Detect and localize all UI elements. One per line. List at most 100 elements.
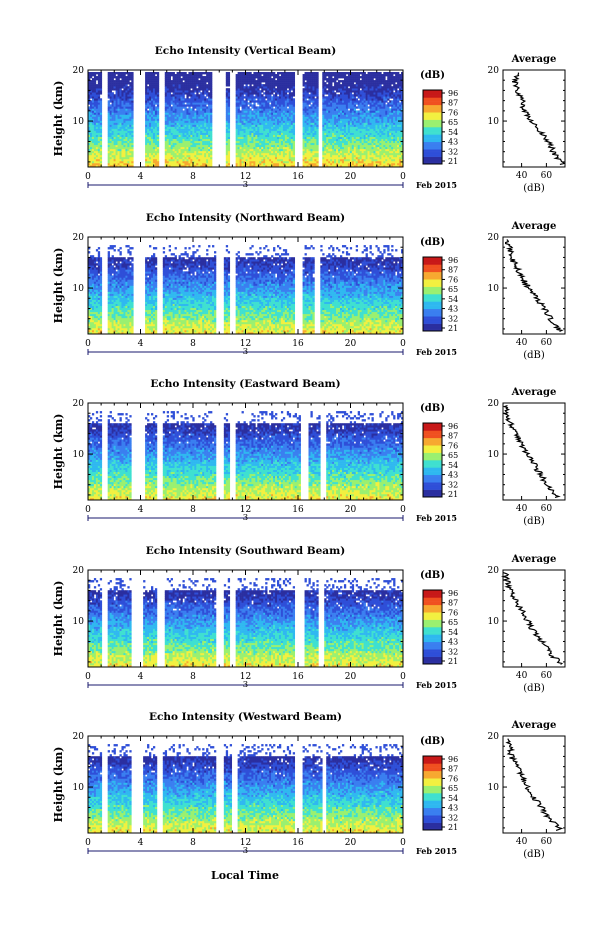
heatmap-cell xyxy=(190,118,193,121)
heatmap-cell xyxy=(263,88,266,91)
heatmap-cell xyxy=(194,164,197,168)
heatmap-cell xyxy=(198,102,201,105)
heatmap-cell xyxy=(330,110,333,113)
heatmap-cell xyxy=(341,86,345,89)
heatmap-cell xyxy=(355,72,359,75)
heatmap-cell xyxy=(336,76,339,79)
heatmap-cell xyxy=(194,160,197,164)
heatmap-cell xyxy=(186,118,189,121)
heatmap-cell xyxy=(154,150,158,154)
heatmap-cell xyxy=(225,96,229,99)
heatmap-cell xyxy=(351,78,355,81)
heatmap-cell xyxy=(271,148,274,152)
heatmap-cell xyxy=(200,124,203,127)
heatmap-cell xyxy=(267,76,270,79)
heatmap-cell xyxy=(280,74,284,77)
heatmap-cell xyxy=(237,104,240,107)
heatmap-cell xyxy=(93,106,97,109)
heatmap-cell xyxy=(353,140,357,144)
heatmap-cell xyxy=(152,156,156,160)
heatmap-cell xyxy=(194,162,197,166)
heatmap-cell xyxy=(324,114,327,117)
heatmap-cell xyxy=(208,126,211,129)
heatmap-cell xyxy=(154,100,158,103)
heatmap-cell xyxy=(151,72,154,75)
heatmap-cell xyxy=(322,118,325,121)
heatmap-cell xyxy=(267,118,270,121)
heatmap-cell xyxy=(164,130,168,133)
heatmap-cell xyxy=(326,132,329,135)
heatmap-cell xyxy=(334,144,337,148)
heatmap-cell xyxy=(95,114,99,117)
heatmap-cell xyxy=(243,128,246,131)
heatmap-cell xyxy=(131,86,134,89)
heatmap-cell xyxy=(308,102,311,105)
heatmap-cell xyxy=(192,124,195,127)
heatmap-cell xyxy=(235,120,238,123)
heatmap-cell xyxy=(109,112,112,115)
heatmap-cell xyxy=(176,160,179,164)
heatmap-cell xyxy=(170,108,173,111)
heatmap-cell xyxy=(190,104,193,107)
heatmap-cell xyxy=(239,150,242,154)
heatmap-cell xyxy=(269,118,272,121)
heatmap-cell xyxy=(176,78,179,81)
heatmap-cell xyxy=(338,120,341,123)
heatmap-cell xyxy=(198,96,201,99)
heatmap-cell xyxy=(259,108,262,111)
heatmap-cell xyxy=(324,148,327,152)
heatmap-cell xyxy=(95,158,99,162)
heatmap-cell xyxy=(340,144,343,148)
heatmap-cell xyxy=(156,162,160,166)
heatmap-cell xyxy=(111,108,114,111)
heatmap-cell xyxy=(184,120,187,123)
heatmap-cell xyxy=(119,98,122,101)
heatmap-cell xyxy=(172,148,175,152)
heatmap-cell xyxy=(117,136,120,140)
heatmap-cell xyxy=(259,142,262,146)
heatmap-cell xyxy=(310,86,313,89)
heatmap-cell xyxy=(237,114,240,117)
heatmap-cell xyxy=(88,156,91,160)
heatmap-cell xyxy=(259,120,262,123)
heatmap-cell xyxy=(109,156,112,160)
heatmap-cell xyxy=(204,80,207,83)
heatmap-cell xyxy=(145,124,148,127)
heatmap-cell xyxy=(239,76,242,79)
heatmap-cell xyxy=(290,128,294,131)
heatmap-cell xyxy=(88,124,91,127)
heatmap-cell xyxy=(99,100,103,103)
heatmap-cell xyxy=(192,150,195,154)
heatmap-cell xyxy=(190,132,193,135)
heatmap-cell xyxy=(308,136,311,140)
heatmap-cell xyxy=(152,90,156,93)
heatmap-cell xyxy=(89,146,93,150)
heatmap-cell xyxy=(243,72,246,75)
heatmap-cell xyxy=(280,112,284,115)
heatmap-cell xyxy=(188,118,191,121)
heatmap-cell xyxy=(322,112,325,115)
heatmap-cell xyxy=(345,88,349,91)
heatmap-cell xyxy=(129,84,132,87)
heatmap-cell xyxy=(286,148,290,152)
heatmap-cell xyxy=(280,136,284,140)
heatmap-cell xyxy=(156,150,160,154)
heatmap-cell xyxy=(170,136,173,140)
heatmap-cell xyxy=(253,110,256,113)
heatmap-cell xyxy=(314,90,317,93)
heatmap-cell xyxy=(178,78,181,81)
heatmap-cell xyxy=(182,90,185,93)
heatmap-cell xyxy=(255,76,258,79)
heatmap-cell xyxy=(182,136,185,140)
heatmap-cell xyxy=(152,136,156,140)
heatmap-cell xyxy=(186,138,189,142)
heatmap-cell xyxy=(109,154,112,158)
heatmap-cell xyxy=(172,128,175,131)
heatmap-cell xyxy=(151,150,154,154)
heatmap-cell xyxy=(111,76,114,79)
heatmap-cell xyxy=(168,130,171,133)
heatmap-cell xyxy=(89,72,93,75)
heatmap-cell xyxy=(349,126,353,129)
heatmap-cell xyxy=(271,156,274,160)
heatmap-cell xyxy=(341,84,345,87)
